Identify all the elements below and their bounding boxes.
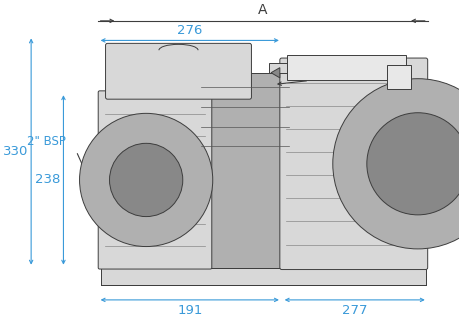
Text: 276: 276 [177, 23, 202, 36]
Text: 277: 277 [341, 304, 367, 317]
Text: 2" BSP: 2" BSP [27, 135, 66, 148]
Bar [286, 55, 405, 80]
FancyBboxPatch shape [105, 43, 251, 99]
FancyBboxPatch shape [279, 58, 427, 269]
Bar [386, 65, 410, 89]
Bar [195, 73, 293, 267]
Circle shape [79, 113, 212, 247]
Circle shape [109, 143, 182, 216]
Bar [82, 164, 100, 196]
Text: 191: 191 [177, 304, 202, 317]
Circle shape [332, 79, 459, 249]
Text: A: A [257, 3, 267, 17]
Bar [269, 63, 288, 73]
Bar [101, 267, 425, 285]
Text: 330: 330 [3, 145, 28, 158]
Text: 238: 238 [35, 174, 61, 187]
FancyBboxPatch shape [98, 91, 211, 269]
Circle shape [366, 113, 459, 215]
Text: 2" BSP: 2" BSP [310, 60, 349, 73]
